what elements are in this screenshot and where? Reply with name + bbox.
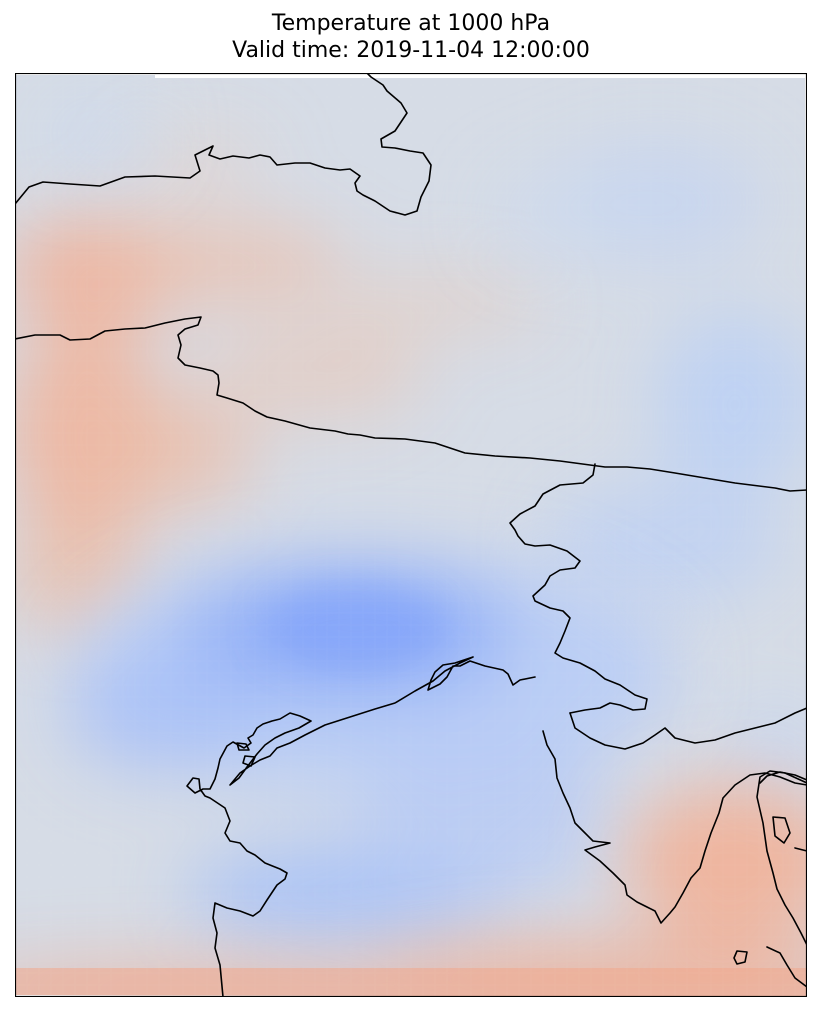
figure-title: Temperature at 1000 hPa Valid time: 2019… (0, 10, 822, 64)
coastlines (15, 73, 807, 997)
coastline-north (15, 73, 432, 216)
title-line-2: Valid time: 2019-11-04 12:00:00 (232, 38, 590, 63)
coastline-southeast (756, 770, 807, 946)
temperature-field (15, 75, 807, 997)
title-line-1: Temperature at 1000 hPa (271, 11, 551, 36)
coastline-sea (542, 730, 807, 924)
coastline-islet (794, 847, 807, 852)
map-panel (15, 73, 807, 997)
coastline-lower (569, 707, 807, 750)
coastline-far-east (759, 771, 807, 784)
border-central (15, 316, 807, 492)
coastline-island-b (242, 755, 256, 767)
island-east (772, 816, 791, 844)
border-east (509, 463, 648, 714)
map-frame-border (15, 73, 807, 997)
grid-texture (15, 75, 807, 997)
coastline-island-a (236, 742, 250, 751)
southeast-peninsula (766, 946, 807, 988)
island-small (733, 950, 748, 965)
coastline-gulf (186, 656, 536, 997)
map-canvas (15, 73, 807, 997)
